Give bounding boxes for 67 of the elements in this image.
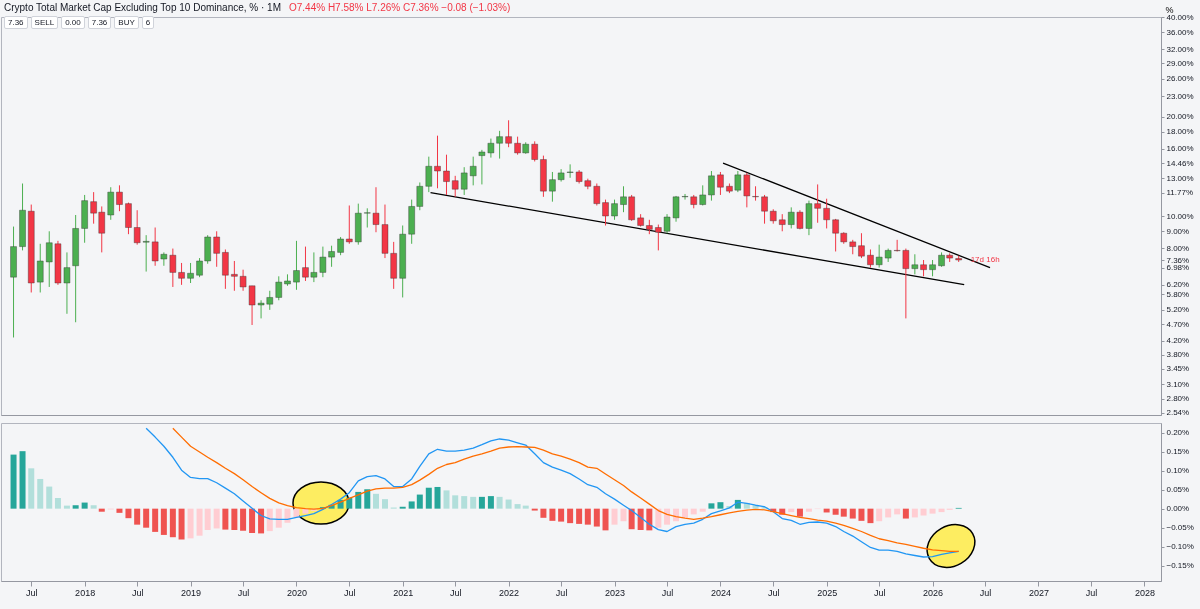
x-tick-label: 2026: [923, 587, 944, 598]
x-tick-label: Jul: [449, 587, 462, 598]
x-tick-label: Jul: [767, 587, 780, 598]
y-tick-label: 0.15%: [1166, 447, 1190, 457]
y-tick-label: 5.20%: [1166, 305, 1190, 315]
x-tick-label: Jul: [555, 587, 568, 598]
y-tick-label: 10.00%: [1166, 211, 1194, 221]
y-tick-label: 14.46%: [1166, 158, 1194, 168]
y-tick-label: 2.54%: [1166, 408, 1190, 418]
x-tick-label: 2019: [181, 587, 202, 598]
y-axis-title: %: [1165, 4, 1174, 15]
chart-subtitle: O7.44% H7.58% L7.26% C7.36% −0.08 (−1.03%): [288, 2, 511, 13]
x-tick-label: 2027: [1028, 587, 1049, 598]
x-tick-label: Jul: [344, 587, 356, 598]
x-tick-label: 2018: [75, 587, 96, 598]
y-tick-label: 6.98%: [1166, 263, 1190, 273]
y-tick-label: 23.00%: [1166, 91, 1194, 101]
y-tick-label: 7.36%: [1166, 255, 1190, 265]
chart-title: Crypto Total Market Cap Excluding Top 10 Dominance, % · 1M: [4, 2, 281, 13]
x-tick-label: 2025: [817, 587, 838, 598]
x-tick-label: Jul: [25, 587, 38, 598]
y-tick-label: 36.00%: [1166, 27, 1194, 37]
x-tick-label: Jul: [873, 587, 886, 598]
annotation: 0.00: [61, 16, 85, 29]
y-tick-label: 16.00%: [1166, 144, 1194, 154]
y-tick-label: 3.45%: [1166, 364, 1190, 374]
y-tick-label: 4.70%: [1166, 319, 1190, 329]
y-tick-label: 3.80%: [1166, 350, 1190, 360]
y-tick-label: 0.05%: [1166, 485, 1190, 495]
y-tick-label: 20.00%: [1166, 112, 1194, 121]
y-tick-label: 4.20%: [1166, 336, 1190, 346]
x-tick-label: 2022: [499, 587, 520, 598]
annotation: 7.36: [87, 16, 112, 29]
y-tick-label: 9.00%: [1166, 226, 1190, 236]
x-tick-label: Jul: [1085, 587, 1098, 598]
annotation: 7.36: [4, 16, 28, 29]
y-tick-label: 0.00%: [1166, 504, 1190, 514]
y-tick-label: 18.00%: [1166, 127, 1194, 137]
x-tick-label: Jul: [979, 587, 992, 598]
y-tick-label: −0.15%: [1166, 561, 1194, 571]
y-tick-label: 11.77%: [1166, 188, 1194, 198]
x-tick-label: Jul: [237, 587, 250, 598]
y-tick-label: 2.80%: [1166, 394, 1190, 404]
x-tick-label: Jul: [661, 587, 674, 598]
y-tick-label: 6.20%: [1166, 280, 1190, 290]
x-tick-label: 2020: [286, 587, 307, 598]
y-tick-label: 26.00%: [1166, 74, 1194, 84]
y-tick-label: −0.10%: [1166, 542, 1194, 552]
y-tick-label: 3.10%: [1166, 379, 1190, 389]
x-tick-label: 2024: [710, 587, 731, 598]
y-tick-label: 40.00%: [1166, 12, 1194, 22]
y-tick-label: 32.00%: [1166, 44, 1194, 54]
x-tick-label: 2028: [1134, 587, 1155, 598]
y-tick-label: 13.00%: [1166, 173, 1194, 183]
annotation: BUY: [114, 16, 139, 29]
y-tick-label: 0.10%: [1166, 466, 1190, 476]
y-tick-label: −0.05%: [1166, 523, 1194, 533]
y-tick-label: 8.00%: [1166, 243, 1190, 253]
x-tick-label: 2023: [605, 587, 626, 598]
y-tick-label: 5.80%: [1166, 289, 1190, 299]
x-tick-label: Jul: [131, 587, 144, 598]
annotation: SELL: [30, 16, 59, 29]
x-tick-label: 2021: [393, 587, 414, 598]
annotation: 17d 16h: [970, 255, 1000, 264]
y-tick-label: 29.00%: [1166, 58, 1194, 68]
annotation: 6: [141, 16, 155, 29]
y-tick-label: 0.20%: [1166, 428, 1190, 438]
